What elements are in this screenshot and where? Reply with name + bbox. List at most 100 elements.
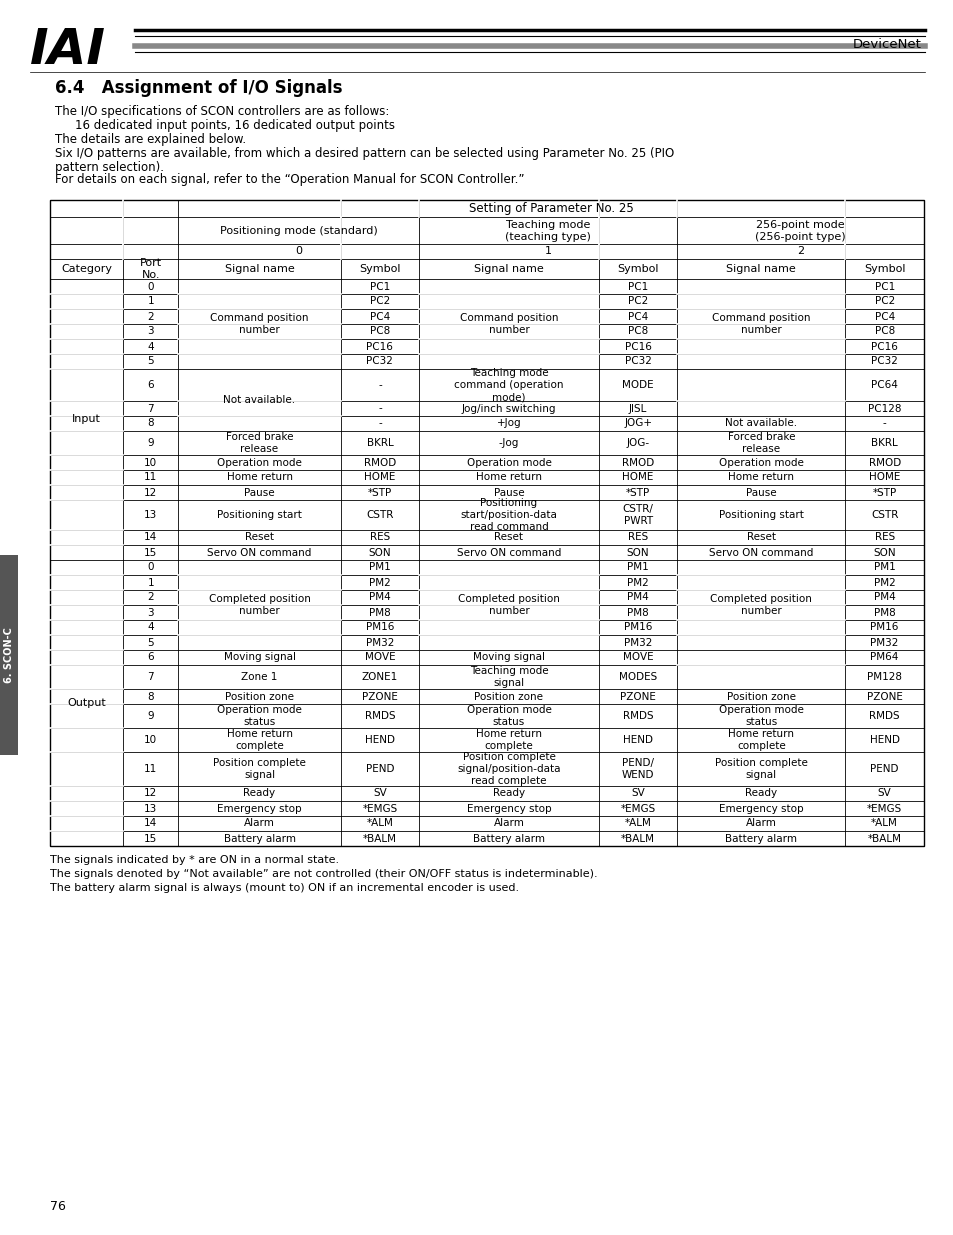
Text: 4: 4 (148, 622, 153, 632)
Text: RES: RES (874, 532, 894, 542)
Text: The battery alarm signal is always (mount to) ON if an incremental encoder is us: The battery alarm signal is always (moun… (50, 883, 518, 893)
Text: 2: 2 (148, 593, 153, 603)
Text: 13: 13 (144, 804, 157, 814)
Text: Ready: Ready (744, 788, 777, 799)
Text: Positioning start: Positioning start (217, 510, 302, 520)
Text: Signal name: Signal name (726, 264, 796, 274)
Bar (50, 200, 923, 846)
Text: 6.4   Assignment of I/O Signals: 6.4 Assignment of I/O Signals (55, 79, 342, 98)
Text: 10: 10 (144, 735, 157, 745)
Text: CSTR: CSTR (366, 510, 394, 520)
Text: PM16: PM16 (623, 622, 652, 632)
Text: Teaching mode
(teaching type): Teaching mode (teaching type) (505, 220, 591, 242)
Text: PC1: PC1 (627, 282, 647, 291)
Text: JOG+: JOG+ (623, 419, 652, 429)
Text: Ready: Ready (243, 788, 275, 799)
Text: PM16: PM16 (365, 622, 394, 632)
Text: Jog/inch switching: Jog/inch switching (461, 404, 556, 414)
Text: 11: 11 (144, 473, 157, 483)
Text: Completed position
number: Completed position number (209, 594, 310, 616)
Text: *STP: *STP (625, 488, 650, 498)
Text: Symbol: Symbol (617, 264, 659, 274)
Text: Input: Input (72, 415, 101, 425)
Text: Not available.: Not available. (724, 419, 797, 429)
Text: Pause: Pause (745, 488, 776, 498)
Text: PC2: PC2 (874, 296, 894, 306)
Text: PC1: PC1 (874, 282, 894, 291)
Text: 9: 9 (148, 438, 153, 448)
Text: 5: 5 (148, 637, 153, 647)
Text: Signal name: Signal name (224, 264, 294, 274)
Text: Battery alarm: Battery alarm (724, 834, 797, 844)
Text: *EMGS: *EMGS (866, 804, 902, 814)
Text: JOG-: JOG- (626, 438, 649, 448)
Text: DeviceNet: DeviceNet (852, 37, 921, 51)
Text: PC16: PC16 (624, 342, 651, 352)
Text: HOME: HOME (868, 473, 900, 483)
Text: RMOD: RMOD (621, 457, 654, 468)
Text: Operation mode
status: Operation mode status (217, 705, 302, 727)
Text: *EMGS: *EMGS (362, 804, 397, 814)
Text: Home return: Home return (476, 473, 541, 483)
Text: RMDS: RMDS (868, 711, 899, 721)
Text: Setting of Parameter No. 25: Setting of Parameter No. 25 (468, 203, 633, 215)
Text: PZONE: PZONE (361, 692, 397, 701)
Text: PM8: PM8 (626, 608, 648, 618)
Text: CSTR/
PWRT: CSTR/ PWRT (622, 504, 653, 526)
Text: 0: 0 (295, 247, 302, 257)
Text: PEND: PEND (869, 764, 898, 774)
Text: Category: Category (61, 264, 112, 274)
Text: Emergency stop: Emergency stop (719, 804, 802, 814)
Text: Servo ON command: Servo ON command (708, 547, 813, 557)
Text: 15: 15 (144, 834, 157, 844)
Text: RMOD: RMOD (363, 457, 395, 468)
Text: *EMGS: *EMGS (619, 804, 655, 814)
Text: *ALM: *ALM (870, 819, 897, 829)
Text: Operation mode
status: Operation mode status (466, 705, 551, 727)
Text: Operation mode: Operation mode (466, 457, 551, 468)
Text: *BALM: *BALM (362, 834, 396, 844)
Text: RES: RES (627, 532, 647, 542)
Text: Command position
number: Command position number (210, 312, 309, 335)
Text: Forced brake
release: Forced brake release (727, 432, 794, 454)
Text: Position zone: Position zone (726, 692, 795, 701)
Text: PC4: PC4 (370, 311, 390, 321)
Text: BKRL: BKRL (870, 438, 897, 448)
Text: Position zone: Position zone (225, 692, 294, 701)
Text: *STP: *STP (368, 488, 392, 498)
Text: 256-point mode
(256-point type): 256-point mode (256-point type) (755, 220, 845, 242)
Text: MOVE: MOVE (364, 652, 395, 662)
Text: PC8: PC8 (874, 326, 894, 336)
Text: 7: 7 (148, 672, 153, 682)
Text: 11: 11 (144, 764, 157, 774)
Text: Signal name: Signal name (474, 264, 543, 274)
Text: JISL: JISL (628, 404, 646, 414)
Text: Symbol: Symbol (358, 264, 400, 274)
Text: 0: 0 (148, 562, 153, 573)
Text: 4: 4 (148, 342, 153, 352)
Text: PM4: PM4 (873, 593, 895, 603)
Text: Reset: Reset (245, 532, 274, 542)
Text: Home return
complete: Home return complete (727, 729, 794, 751)
Text: PC4: PC4 (874, 311, 894, 321)
Text: MODE: MODE (621, 380, 653, 390)
Text: PEND: PEND (365, 764, 394, 774)
Text: Teaching mode
command (operation
mode): Teaching mode command (operation mode) (454, 368, 563, 403)
Text: PM1: PM1 (873, 562, 895, 573)
Text: PM16: PM16 (869, 622, 898, 632)
Text: Emergency stop: Emergency stop (217, 804, 301, 814)
Text: Teaching mode
signal: Teaching mode signal (469, 666, 548, 688)
Text: -: - (377, 380, 381, 390)
Text: *STP: *STP (872, 488, 896, 498)
Text: Moving signal: Moving signal (473, 652, 544, 662)
Text: Emergency stop: Emergency stop (466, 804, 551, 814)
Text: 15: 15 (144, 547, 157, 557)
Text: PM128: PM128 (866, 672, 902, 682)
Text: Positioning
start/position-data
read command: Positioning start/position-data read com… (460, 498, 557, 532)
Text: PM8: PM8 (369, 608, 391, 618)
Text: PM4: PM4 (626, 593, 648, 603)
Text: 1: 1 (148, 296, 153, 306)
Text: 2: 2 (797, 247, 803, 257)
Text: 6: 6 (148, 380, 153, 390)
Text: Positioning start: Positioning start (719, 510, 803, 520)
